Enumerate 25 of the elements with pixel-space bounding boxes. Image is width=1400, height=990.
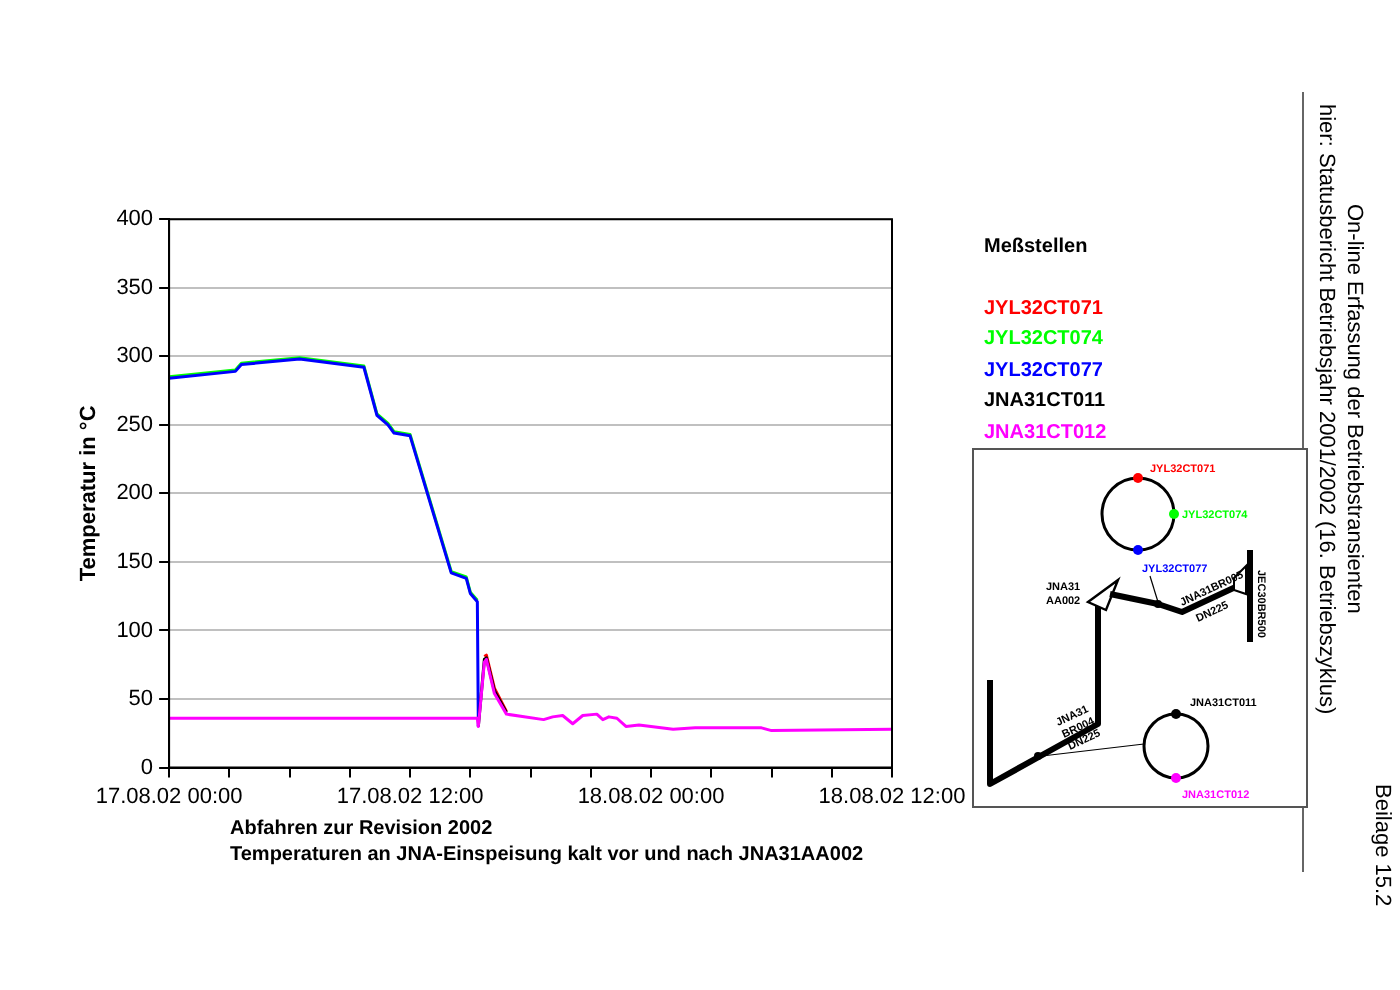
y-tick-label: 300 [116,344,154,369]
y-tick-label: 50 [128,687,154,712]
text: hier: Statusbericht Betriebsjahr 2001/2002 (16. Betriebszyklus) [1312,102,1340,719]
text: JYL32CT077 [984,357,1105,385]
text: Abfahren zur Revision 2002 [230,816,495,842]
text: JYL32CT074 [984,326,1105,354]
text: Beilage 15.2 [1370,784,1394,907]
text: JNA31CT012 [984,419,1107,447]
y-tick-label: 0 [140,755,154,780]
x-tick-label: 18.08.02 12:00 [818,784,966,809]
x-tick-label: 17.08.02 12:00 [336,784,484,809]
x-tick-label: 17.08.02 00:00 [95,784,243,809]
y-axis-title: Temperatur in °C [77,405,102,582]
text: On-line Erfassung der Betriebstransienten [1340,202,1368,618]
y-tick-label: 250 [116,412,154,437]
y-tick-label: 400 [116,207,154,232]
text: JNA31CT011 [984,388,1107,416]
y-tick-label: 200 [116,481,154,506]
y-tick-label: 100 [116,618,154,643]
y-tick-label: 350 [116,275,154,300]
y-tick-label: 150 [116,550,154,575]
legend-title: Meßstellen [984,234,1090,262]
x-tick-label: 18.08.02 00:00 [577,784,725,809]
text: JYL32CT071 [984,295,1105,323]
text: Temperaturen an JNA-Einspeisung kalt vor und nach JNA31AA002 [230,842,864,868]
